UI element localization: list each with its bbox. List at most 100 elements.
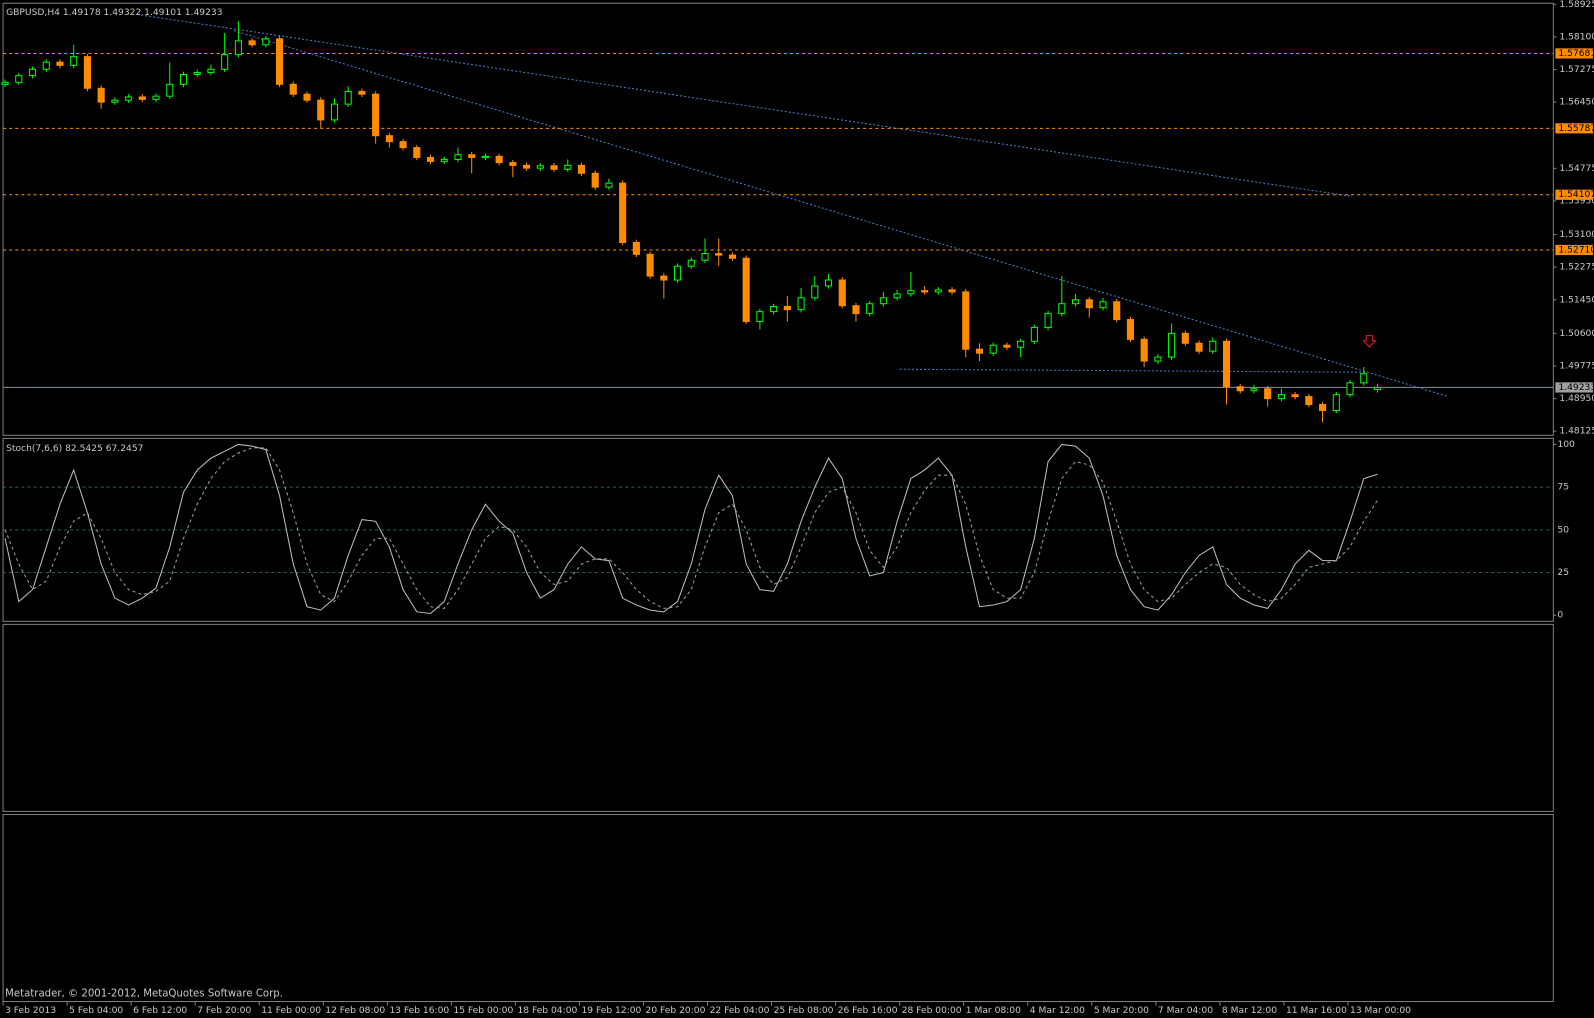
- candle-body: [1319, 404, 1327, 411]
- candle-body: [413, 147, 421, 158]
- candle-body: [330, 103, 339, 121]
- candle-body: [1044, 313, 1052, 328]
- level-label: 1.57681: [1558, 49, 1594, 59]
- candle-body: [97, 87, 105, 103]
- y-tick-label: 1.48950: [1559, 394, 1594, 404]
- x-tick-label: 19 Feb 12:00: [581, 1006, 641, 1016]
- candle-body: [921, 290, 929, 293]
- candle-body: [550, 165, 558, 170]
- stoch-tick-label: 50: [1557, 525, 1569, 535]
- candle-body: [221, 54, 229, 70]
- candle-body: [234, 40, 242, 56]
- candle-body: [152, 95, 160, 100]
- candle-body: [1264, 388, 1272, 400]
- candle-body: [495, 155, 503, 164]
- candle-body: [811, 285, 819, 299]
- x-tick-label: 13 Feb 16:00: [389, 1006, 449, 1016]
- sell-arrow: [1362, 335, 1377, 348]
- candle-body: [1, 81, 9, 85]
- current-price-label: 1.49233: [1558, 383, 1594, 393]
- candle-body: [454, 154, 462, 160]
- level-label-bg: [1555, 244, 1593, 256]
- candle-body: [509, 162, 517, 166]
- candle-body: [632, 241, 640, 255]
- candle-body: [385, 135, 393, 143]
- x-tick-label: 25 Feb 08:00: [774, 1006, 834, 1016]
- candle-body: [1332, 394, 1340, 411]
- candle-body: [564, 164, 572, 170]
- candle-body: [824, 279, 833, 287]
- candle-body: [619, 182, 627, 243]
- candle-body: [358, 90, 366, 95]
- empty-panel: [2, 623, 1554, 812]
- level-label: 1.55787: [1558, 124, 1594, 134]
- candle-body: [907, 290, 915, 295]
- y-tick-label: 1.48125: [1559, 427, 1594, 437]
- x-tick-label: 20 Feb 20:00: [646, 1006, 706, 1016]
- candle-body: [125, 96, 133, 101]
- x-tick-label: 22 Feb 04:00: [710, 1006, 770, 1016]
- x-tick-label: 6 Feb 12:00: [133, 1006, 187, 1016]
- y-tick-label: 1.52275: [1559, 263, 1594, 273]
- candle-body: [1113, 301, 1121, 321]
- candle-body: [838, 279, 846, 307]
- candle-body: [536, 165, 544, 169]
- candle-body: [468, 154, 476, 158]
- candle-body: [289, 83, 297, 95]
- y-tick-label: 1.54775: [1559, 164, 1594, 174]
- x-tick-label: 7 Feb 20:00: [197, 1006, 251, 1016]
- candle-body: [660, 275, 668, 281]
- candle-body: [207, 68, 215, 73]
- candle-body: [701, 253, 709, 261]
- level-label: 1.52710: [1558, 245, 1594, 255]
- y-tick-label: 1.53100: [1559, 230, 1594, 240]
- y-tick-label: 1.57275: [1559, 65, 1594, 75]
- candle-body: [770, 305, 778, 313]
- candle-body: [166, 83, 174, 97]
- candle-body: [783, 305, 791, 311]
- empty-panel: [2, 813, 1554, 1003]
- x-tick-label: 5 Mar 20:00: [1094, 1006, 1149, 1016]
- candle-body: [1346, 382, 1354, 396]
- stoch-signal-line: [4, 447, 1378, 609]
- candle-body: [523, 164, 531, 169]
- y-tick-label: 1.53950: [1559, 196, 1594, 206]
- candle-body: [687, 259, 695, 267]
- candle-body: [1030, 326, 1038, 342]
- x-tick-label: 18 Feb 04:00: [517, 1006, 577, 1016]
- candle-body: [852, 305, 860, 315]
- x-tick-label: 13 Mar 00:00: [1350, 1006, 1411, 1016]
- candle-body: [975, 348, 984, 354]
- candle-body: [28, 68, 37, 77]
- y-tick-label: 1.58925: [1559, 0, 1594, 10]
- candle-body: [179, 73, 188, 85]
- candle-body: [56, 61, 64, 66]
- candle-body: [1058, 303, 1066, 315]
- candle-body: [1099, 301, 1107, 309]
- candle-body: [1305, 396, 1313, 406]
- candle-body: [303, 93, 311, 101]
- y-tick-label: 1.56450: [1559, 98, 1594, 108]
- candle-body: [193, 71, 201, 75]
- stoch-tick-label: 0: [1557, 611, 1563, 621]
- y-tick-label: 1.51450: [1559, 295, 1594, 305]
- stoch-tick-label: 75: [1557, 483, 1569, 493]
- candle-body: [1140, 338, 1148, 362]
- candle-body: [111, 99, 119, 103]
- chart-title: GBPUSD,H4 1.49178 1.49322 1.49101 1.4923…: [6, 8, 223, 18]
- candle-body: [962, 291, 970, 350]
- candle-body: [797, 297, 805, 311]
- candle-body: [715, 253, 723, 256]
- candle-body: [426, 156, 435, 162]
- candle-body: [1017, 340, 1025, 348]
- y-tick-label: 1.58100: [1559, 32, 1594, 42]
- candle-body: [1154, 356, 1162, 362]
- candle-body: [893, 293, 901, 299]
- candle-body: [1277, 394, 1285, 400]
- candle-body: [1209, 340, 1217, 352]
- candle-body: [262, 38, 270, 46]
- main-panel: [2, 2, 1554, 436]
- trendline: [233, 30, 1449, 398]
- candle-body: [83, 56, 91, 89]
